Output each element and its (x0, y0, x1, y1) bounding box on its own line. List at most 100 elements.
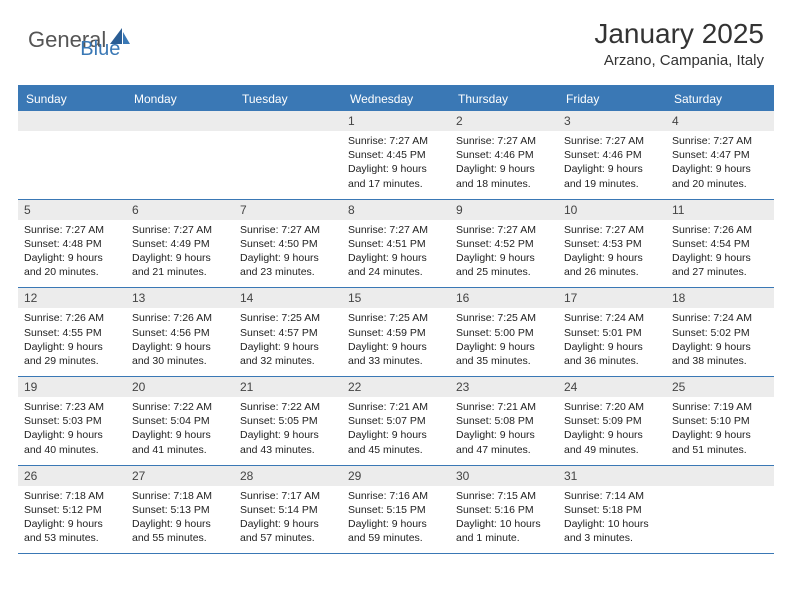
day-number: 27 (126, 466, 234, 486)
day-number: 14 (234, 288, 342, 308)
calendar-day-cell: 23 Sunrise: 7:21 AMSunset: 5:08 PMDayligh… (450, 377, 558, 465)
daylight-text: Daylight: 9 hours and 40 minutes. (24, 428, 120, 456)
daylight-text: Daylight: 9 hours and 38 minutes. (672, 340, 768, 368)
day-number: 10 (558, 200, 666, 220)
sunrise-text: Sunrise: 7:20 AM (564, 400, 660, 414)
sunrise-text: Sunrise: 7:21 AM (348, 400, 444, 414)
sunrise-text: Sunrise: 7:23 AM (24, 400, 120, 414)
day-number: 6 (126, 200, 234, 220)
sunrise-text: Sunrise: 7:22 AM (240, 400, 336, 414)
sunset-text: Sunset: 5:14 PM (240, 503, 336, 517)
daylight-text: Daylight: 9 hours and 18 minutes. (456, 162, 552, 190)
daylight-text: Daylight: 9 hours and 47 minutes. (456, 428, 552, 456)
logo-text-2: Blue (80, 38, 120, 61)
sunrise-text: Sunrise: 7:27 AM (456, 223, 552, 237)
day-number: 15 (342, 288, 450, 308)
calendar: Sunday Monday Tuesday Wednesday Thursday… (18, 85, 774, 554)
sunrise-text: Sunrise: 7:21 AM (456, 400, 552, 414)
day-info: Sunrise: 7:18 AMSunset: 5:13 PMDaylight:… (126, 486, 234, 554)
weekday-header: Saturday (666, 87, 774, 111)
daylight-text: Daylight: 9 hours and 49 minutes. (564, 428, 660, 456)
day-info: Sunrise: 7:27 AMSunset: 4:50 PMDaylight:… (234, 220, 342, 288)
sunset-text: Sunset: 4:52 PM (456, 237, 552, 251)
day-info: Sunrise: 7:27 AMSunset: 4:52 PMDaylight:… (450, 220, 558, 288)
daylight-text: Daylight: 9 hours and 53 minutes. (24, 517, 120, 545)
daylight-text: Daylight: 9 hours and 59 minutes. (348, 517, 444, 545)
calendar-day-cell: 17Sunrise: 7:24 AMSunset: 5:01 PMDayligh… (558, 288, 666, 376)
sunset-text: Sunset: 4:54 PM (672, 237, 768, 251)
sunset-text: Sunset: 5:08 PM (456, 414, 552, 428)
sunrise-text: Sunrise: 7:27 AM (240, 223, 336, 237)
sunrise-text: Sunrise: 7:25 AM (456, 311, 552, 325)
day-info: Sunrise: 7:27 AMSunset: 4:53 PMDaylight:… (558, 220, 666, 288)
day-number: 16 (450, 288, 558, 308)
daylight-text: Daylight: 9 hours and 26 minutes. (564, 251, 660, 279)
sunrise-text: Sunrise: 7:19 AM (672, 400, 768, 414)
day-number: 17 (558, 288, 666, 308)
weekday-header: Monday (126, 87, 234, 111)
calendar-day-cell: 27Sunrise: 7:18 AMSunset: 5:13 PMDayligh… (126, 466, 234, 554)
weekday-header-row: Sunday Monday Tuesday Wednesday Thursday… (18, 87, 774, 111)
sunset-text: Sunset: 4:48 PM (24, 237, 120, 251)
sunrise-text: Sunrise: 7:18 AM (24, 489, 120, 503)
day-info: Sunrise: 7:26 AMSunset: 4:56 PMDaylight:… (126, 308, 234, 376)
sunset-text: Sunset: 5:04 PM (132, 414, 228, 428)
calendar-day-cell (126, 111, 234, 199)
day-info: Sunrise: 7:24 AMSunset: 5:02 PMDaylight:… (666, 308, 774, 376)
sunset-text: Sunset: 5:01 PM (564, 326, 660, 340)
day-info: Sunrise: 7:27 AMSunset: 4:49 PMDaylight:… (126, 220, 234, 288)
calendar-day-cell: 21Sunrise: 7:22 AMSunset: 5:05 PMDayligh… (234, 377, 342, 465)
day-number: 12 (18, 288, 126, 308)
daylight-text: Daylight: 9 hours and 43 minutes. (240, 428, 336, 456)
day-number: 9 (450, 200, 558, 220)
sunrise-text: Sunrise: 7:26 AM (672, 223, 768, 237)
day-number: 13 (126, 288, 234, 308)
sunset-text: Sunset: 5:03 PM (24, 414, 120, 428)
day-info: Sunrise: 7:26 AMSunset: 4:55 PMDaylight:… (18, 308, 126, 376)
sunset-text: Sunset: 5:15 PM (348, 503, 444, 517)
daylight-text: Daylight: 9 hours and 33 minutes. (348, 340, 444, 368)
sunset-text: Sunset: 5:00 PM (456, 326, 552, 340)
day-number: 1 (342, 111, 450, 131)
day-number (126, 111, 234, 131)
sunset-text: Sunset: 4:46 PM (456, 148, 552, 162)
sunset-text: Sunset: 5:12 PM (24, 503, 120, 517)
sunset-text: Sunset: 4:57 PM (240, 326, 336, 340)
sunrise-text: Sunrise: 7:27 AM (24, 223, 120, 237)
day-number (234, 111, 342, 131)
day-number: 8 (342, 200, 450, 220)
day-number (18, 111, 126, 131)
logo: General Blue (28, 18, 120, 61)
day-info: Sunrise: 7:27 AMSunset: 4:46 PMDaylight:… (558, 131, 666, 199)
sunrise-text: Sunrise: 7:26 AM (132, 311, 228, 325)
day-number: 25 (666, 377, 774, 397)
sunrise-text: Sunrise: 7:14 AM (564, 489, 660, 503)
day-number: 21 (234, 377, 342, 397)
calendar-week-row: 19Sunrise: 7:23 AMSunset: 5:03 PMDayligh… (18, 377, 774, 466)
calendar-day-cell: 10Sunrise: 7:27 AMSunset: 4:53 PMDayligh… (558, 200, 666, 288)
weekday-header: Tuesday (234, 87, 342, 111)
day-number: 22 (342, 377, 450, 397)
day-info: Sunrise: 7:25 AMSunset: 4:57 PMDaylight:… (234, 308, 342, 376)
calendar-week-row: 5Sunrise: 7:27 AMSunset: 4:48 PMDaylight… (18, 200, 774, 289)
sunrise-text: Sunrise: 7:26 AM (24, 311, 120, 325)
sunset-text: Sunset: 5:07 PM (348, 414, 444, 428)
day-number: 23 (450, 377, 558, 397)
calendar-day-cell (234, 111, 342, 199)
sunset-text: Sunset: 4:51 PM (348, 237, 444, 251)
day-info: Sunrise: 7:18 AMSunset: 5:12 PMDaylight:… (18, 486, 126, 554)
calendar-day-cell: 15Sunrise: 7:25 AMSunset: 4:59 PMDayligh… (342, 288, 450, 376)
calendar-week-row: 26Sunrise: 7:18 AMSunset: 5:12 PMDayligh… (18, 466, 774, 555)
day-info: Sunrise: 7:24 AMSunset: 5:01 PMDaylight:… (558, 308, 666, 376)
daylight-text: Daylight: 10 hours and 3 minutes. (564, 517, 660, 545)
daylight-text: Daylight: 9 hours and 23 minutes. (240, 251, 336, 279)
sunrise-text: Sunrise: 7:27 AM (564, 223, 660, 237)
calendar-day-cell: 6Sunrise: 7:27 AMSunset: 4:49 PMDaylight… (126, 200, 234, 288)
day-info: Sunrise: 7:16 AMSunset: 5:15 PMDaylight:… (342, 486, 450, 554)
day-info: Sunrise: 7:27 AMSunset: 4:48 PMDaylight:… (18, 220, 126, 288)
daylight-text: Daylight: 9 hours and 24 minutes. (348, 251, 444, 279)
daylight-text: Daylight: 9 hours and 45 minutes. (348, 428, 444, 456)
calendar-day-cell: 9Sunrise: 7:27 AMSunset: 4:52 PMDaylight… (450, 200, 558, 288)
calendar-day-cell: 31Sunrise: 7:14 AMSunset: 5:18 PMDayligh… (558, 466, 666, 554)
title-block: January 2025 Arzano, Campania, Italy (594, 18, 764, 69)
